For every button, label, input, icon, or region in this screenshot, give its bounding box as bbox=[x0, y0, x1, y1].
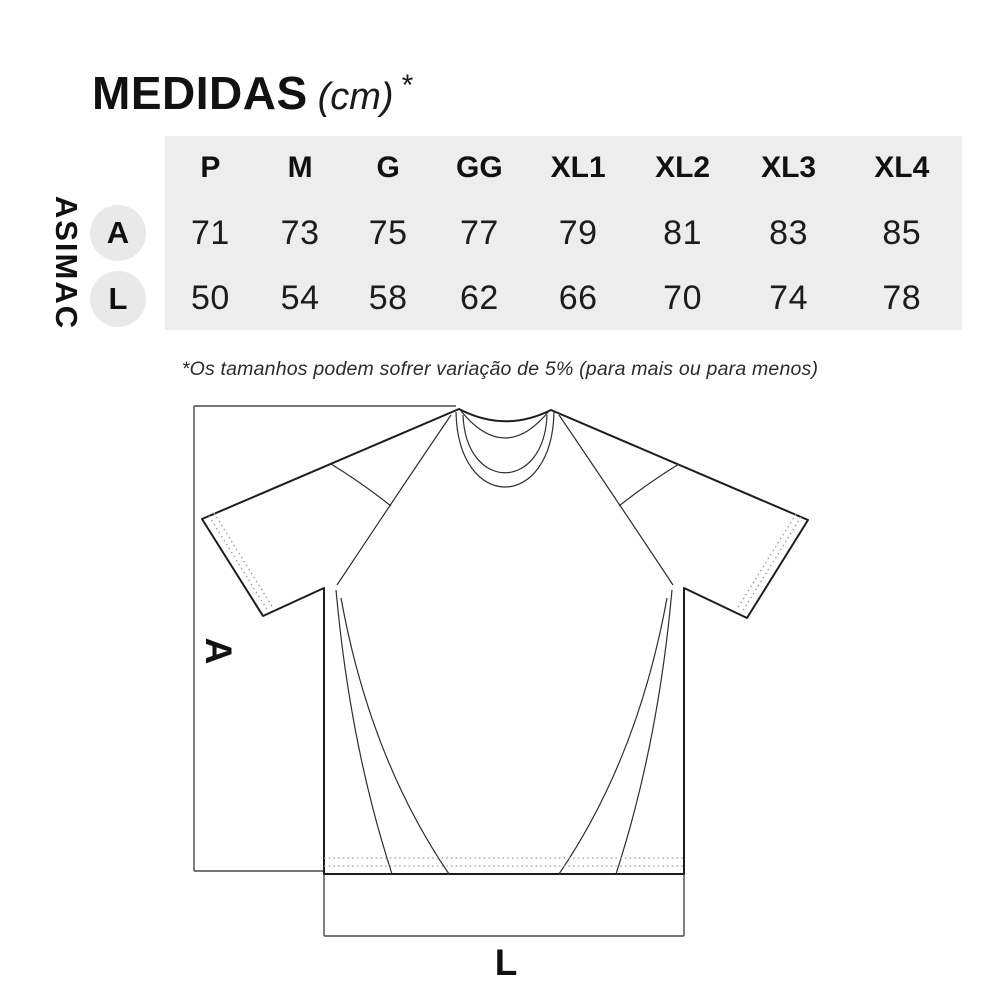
sleeve-seam-right bbox=[618, 463, 680, 507]
measure-l-value: 62 bbox=[459, 278, 499, 317]
size-column-header: XL2 bbox=[655, 151, 711, 184]
measure-a-value: 83 bbox=[769, 213, 808, 252]
measure-l-value: 78 bbox=[882, 278, 922, 317]
measure-l-value: 66 bbox=[558, 278, 598, 317]
raglan-seam-left bbox=[336, 414, 452, 586]
raglan-seam-right bbox=[558, 414, 674, 586]
measure-a-value: 81 bbox=[663, 213, 702, 252]
width-dimension-lines bbox=[323, 874, 685, 937]
measure-a-value: 77 bbox=[459, 213, 499, 252]
measure-a-value: 85 bbox=[882, 213, 922, 252]
width-dimension-label: L bbox=[495, 942, 518, 983]
title-unit: (cm) bbox=[317, 76, 394, 118]
size-column-header: G bbox=[376, 151, 400, 184]
size-column-header: XL3 bbox=[761, 151, 817, 184]
size-column-header: M bbox=[287, 151, 313, 184]
hem-stitch-lines bbox=[324, 857, 684, 867]
height-dimension-label: A bbox=[198, 638, 239, 665]
measure-a-value: 79 bbox=[558, 213, 598, 252]
side-panel-curve-left-inner bbox=[340, 597, 450, 875]
measure-l-value: 74 bbox=[769, 278, 808, 317]
measure-a-value: 75 bbox=[368, 213, 408, 252]
size-column-header: GG bbox=[456, 151, 503, 184]
size-column-header: XL1 bbox=[550, 151, 606, 184]
row-label-circle-l: L bbox=[90, 271, 146, 327]
measure-l-value: 50 bbox=[191, 278, 230, 317]
measure-l-value: 54 bbox=[280, 278, 320, 317]
size-table: P M G GG XL1 XL2 XL3 XL4 71 73 75 77 79 … bbox=[165, 136, 962, 330]
side-panel-curve-right-inner bbox=[558, 597, 668, 875]
collar-band-edge bbox=[455, 411, 555, 488]
measure-a-value: 73 bbox=[280, 213, 320, 252]
title-asterisk: * bbox=[401, 69, 414, 102]
size-variation-footnote: *Os tamanhos podem sofrer variação de 5%… bbox=[181, 358, 819, 380]
collar-back-seam bbox=[460, 410, 550, 439]
measure-l-value: 70 bbox=[663, 278, 702, 317]
side-panel-curve-right-outer bbox=[615, 589, 673, 875]
row-label-circle-a: A bbox=[90, 205, 146, 261]
collar-band-stitch bbox=[462, 414, 548, 474]
title-main: MEDIDAS bbox=[92, 67, 308, 119]
sleeve-seam-left bbox=[330, 463, 392, 507]
measure-l-value: 58 bbox=[368, 278, 408, 317]
side-panel-curve-left-outer bbox=[335, 589, 393, 875]
size-column-header: XL4 bbox=[874, 151, 930, 184]
size-column-header: P bbox=[200, 151, 221, 184]
tshirt-outline bbox=[201, 408, 809, 875]
measure-a-value: 71 bbox=[191, 213, 230, 252]
page-title: MEDIDAS (cm) * bbox=[92, 66, 413, 120]
